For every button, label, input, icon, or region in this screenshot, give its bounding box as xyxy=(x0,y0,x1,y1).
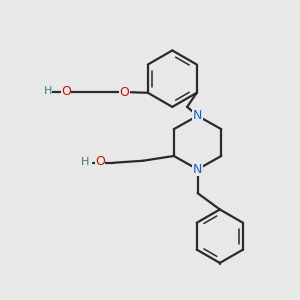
Text: H: H xyxy=(81,157,90,167)
Text: H: H xyxy=(44,86,52,96)
Text: N: N xyxy=(193,109,202,122)
Text: N: N xyxy=(193,163,202,176)
Text: O: O xyxy=(119,85,129,98)
Text: O: O xyxy=(61,85,71,98)
Text: O: O xyxy=(95,155,105,168)
